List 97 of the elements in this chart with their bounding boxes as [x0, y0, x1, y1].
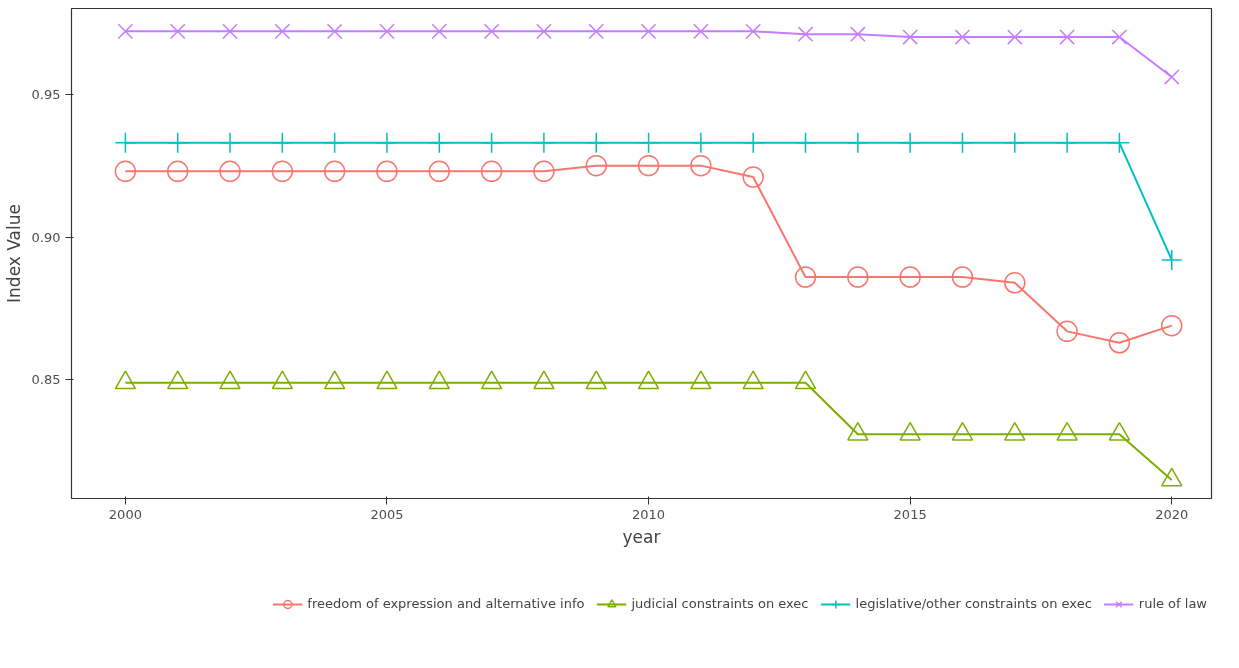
x-tick-label: 2000: [108, 506, 142, 522]
x-tick-label: 2020: [1155, 506, 1189, 522]
y-axis-title: Index Value: [3, 204, 24, 303]
y-tick-label: 0.85: [31, 372, 61, 388]
point: [847, 421, 869, 441]
point: [899, 421, 921, 441]
point: [376, 160, 398, 183]
point: [1004, 272, 1026, 294]
point: [114, 370, 137, 390]
point: [899, 132, 921, 154]
point: [585, 154, 607, 177]
point: [428, 370, 451, 390]
point: [326, 23, 343, 40]
x-tick-label: 2015: [893, 506, 927, 522]
point: [794, 370, 817, 390]
point: [690, 370, 712, 390]
point: [114, 132, 137, 154]
point: [379, 23, 395, 40]
x-axis-title: year: [622, 526, 661, 547]
point: [1163, 69, 1180, 85]
point: [169, 23, 186, 40]
point: [1006, 29, 1023, 45]
point: [690, 132, 712, 154]
point: [219, 132, 241, 154]
legend-label: rule of law: [1138, 596, 1207, 611]
y-tick-label: 0.95: [31, 86, 61, 102]
legend-label: judicial constraints on exec: [631, 596, 809, 611]
point: [431, 23, 448, 40]
point: [794, 266, 817, 288]
point: [117, 23, 134, 40]
point: [1059, 29, 1075, 45]
point: [533, 160, 555, 183]
point: [376, 132, 398, 154]
point: [114, 160, 137, 183]
point: [533, 370, 555, 390]
point: [274, 23, 291, 40]
point: [271, 370, 294, 390]
point: [376, 370, 398, 390]
point: [742, 370, 764, 390]
point: [323, 370, 346, 390]
point: [588, 23, 605, 40]
point: [536, 23, 552, 40]
point: [899, 266, 921, 288]
point: [742, 132, 764, 154]
point: [640, 23, 657, 40]
point: [745, 23, 762, 40]
point: [428, 160, 451, 183]
point: [533, 132, 555, 154]
point: [902, 29, 918, 45]
legend-label: freedom of expression and alternative info: [307, 596, 585, 611]
point: [166, 132, 189, 154]
point: [847, 132, 869, 154]
point: [271, 160, 294, 183]
point: [951, 132, 974, 154]
point: [585, 132, 607, 154]
point: [693, 23, 709, 40]
point: [323, 160, 346, 183]
point: [222, 23, 238, 40]
point: [1056, 421, 1078, 441]
point: [1056, 132, 1078, 154]
point: [742, 166, 764, 188]
point: [1111, 29, 1128, 45]
point: [166, 370, 189, 390]
point: [954, 29, 971, 45]
point: [690, 154, 712, 177]
point: [637, 154, 660, 177]
point: [637, 132, 660, 154]
point: [323, 132, 346, 154]
point: [1004, 132, 1026, 154]
point: [166, 160, 189, 183]
point: [1160, 467, 1183, 487]
point: [951, 266, 974, 288]
point: [480, 370, 503, 390]
point: [1160, 249, 1183, 271]
point: [794, 132, 817, 154]
point: [847, 266, 869, 288]
x-tick-label: 2010: [632, 506, 666, 522]
point: [219, 370, 241, 390]
y-tick-label: 0.90: [31, 229, 61, 245]
point: [1108, 132, 1131, 154]
point: [850, 26, 866, 43]
point: [428, 132, 451, 154]
point: [1108, 421, 1131, 441]
point: [637, 370, 660, 390]
point: [483, 23, 500, 40]
point: [1004, 421, 1026, 441]
point: [1160, 314, 1183, 337]
point: [797, 26, 814, 43]
point: [219, 160, 241, 183]
point: [271, 132, 294, 154]
point: [480, 132, 503, 154]
x-tick-label: 2005: [370, 506, 404, 522]
point: [480, 160, 503, 183]
point: [1056, 320, 1078, 343]
point: [951, 421, 974, 441]
point: [585, 370, 607, 390]
legend-label: legislative/other constraints on exec: [855, 596, 1092, 611]
